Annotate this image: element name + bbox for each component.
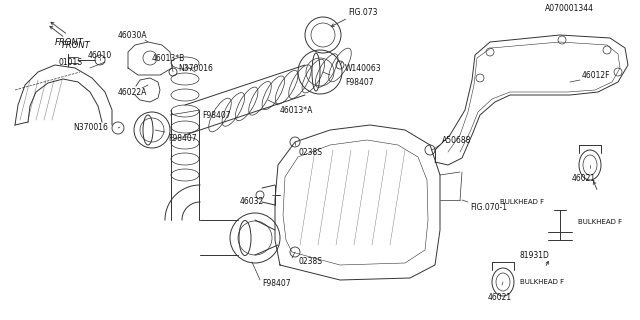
Text: F98407: F98407	[202, 110, 230, 119]
Text: A50688: A50688	[442, 135, 472, 145]
Text: 46021: 46021	[488, 293, 512, 302]
Text: 46013*A: 46013*A	[280, 106, 314, 115]
Text: W140063: W140063	[345, 63, 381, 73]
Text: FRONT: FRONT	[62, 41, 91, 50]
Text: F98407: F98407	[345, 77, 374, 86]
Text: BULKHEAD F: BULKHEAD F	[500, 199, 544, 205]
Text: A070001344: A070001344	[545, 4, 594, 12]
Text: 0238S: 0238S	[298, 148, 322, 156]
Text: 46013*B: 46013*B	[152, 53, 185, 62]
Text: FIG.070-1: FIG.070-1	[470, 204, 507, 212]
Text: 46022A: 46022A	[118, 87, 147, 97]
Text: N370016: N370016	[73, 123, 108, 132]
Text: FIG.073: FIG.073	[348, 7, 378, 17]
Text: N370016: N370016	[178, 63, 213, 73]
Text: 46012F: 46012F	[582, 70, 611, 79]
Text: F98407: F98407	[168, 133, 196, 142]
Text: BULKHEAD F: BULKHEAD F	[520, 279, 564, 285]
Text: 0238S: 0238S	[298, 258, 322, 267]
Text: 46032: 46032	[240, 197, 264, 206]
Text: F98407: F98407	[262, 279, 291, 289]
Text: FRONT: FRONT	[55, 37, 84, 46]
Text: 81931D: 81931D	[520, 251, 550, 260]
Text: 46030A: 46030A	[118, 30, 148, 39]
Text: 46010: 46010	[88, 51, 112, 60]
Text: BULKHEAD F: BULKHEAD F	[578, 219, 622, 225]
Text: 46021: 46021	[572, 173, 596, 182]
Text: 0101S: 0101S	[58, 58, 82, 67]
